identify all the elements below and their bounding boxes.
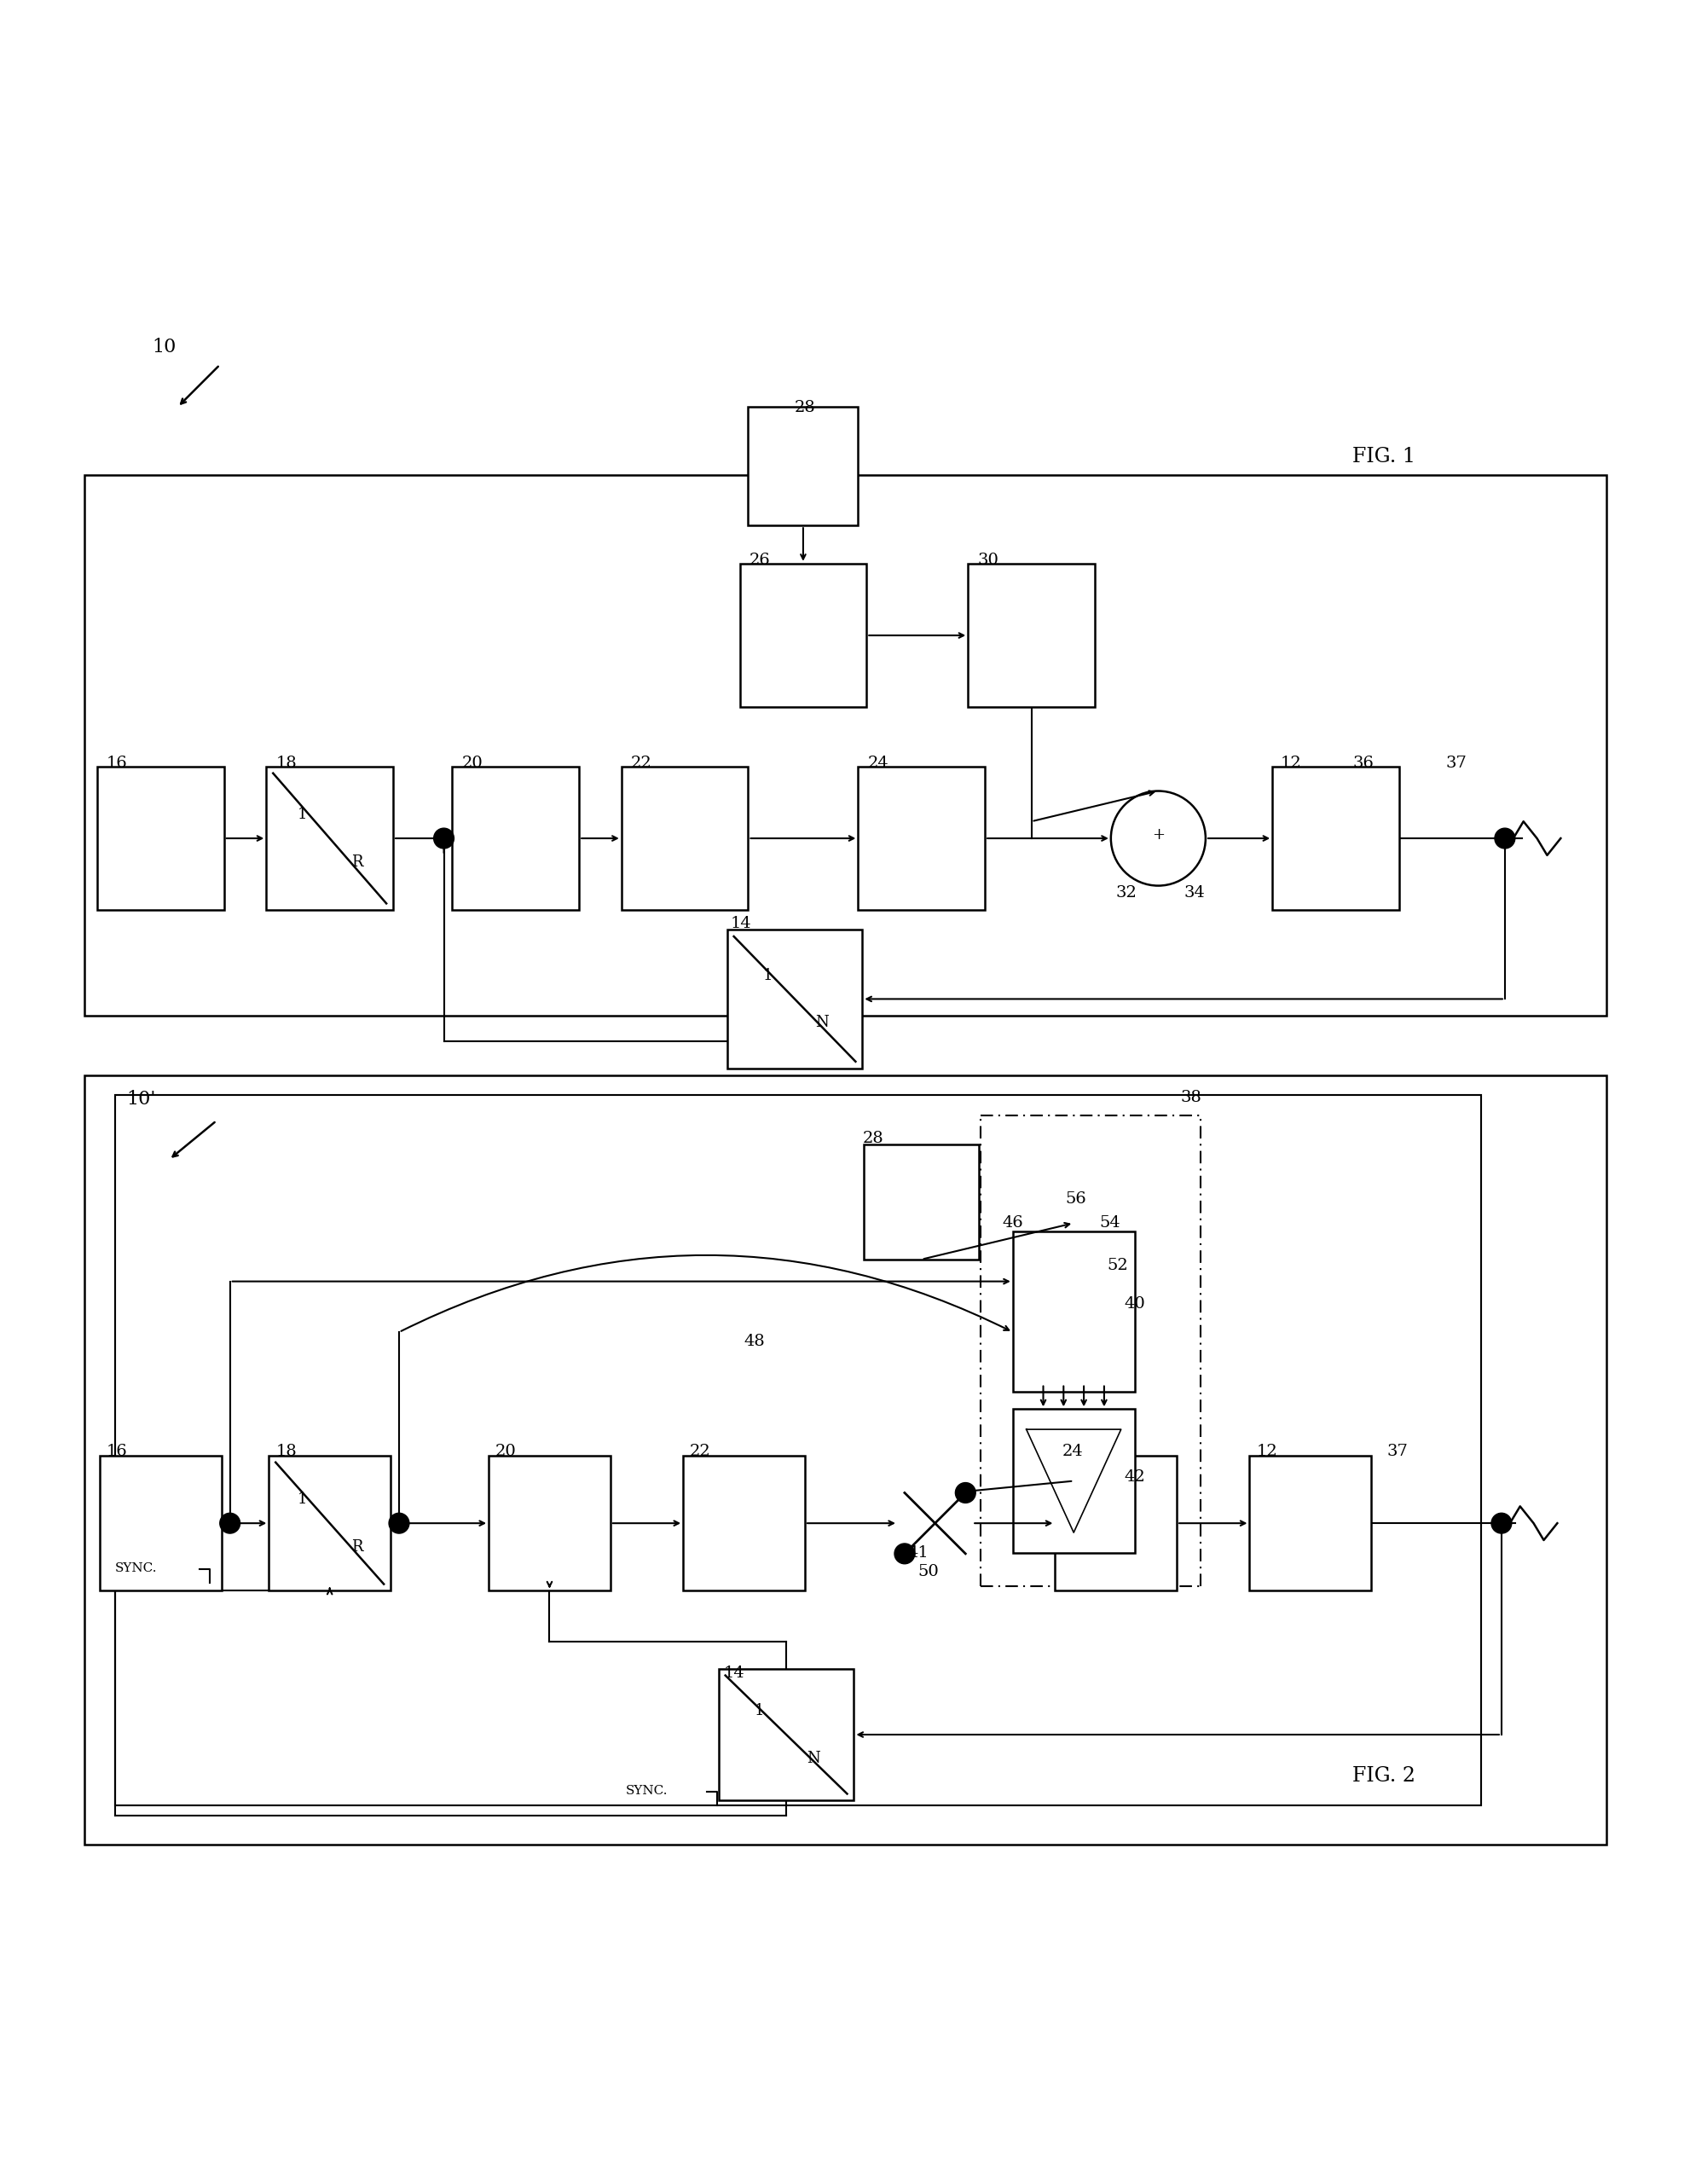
Text: 42: 42 [1124, 1470, 1144, 1485]
Text: 12: 12 [1279, 756, 1300, 771]
Text: 24: 24 [1061, 1444, 1082, 1459]
Bar [683, 1455, 804, 1590]
Text: 52: 52 [1107, 1258, 1127, 1273]
Text: 14: 14 [723, 1664, 744, 1679]
Bar [267, 767, 392, 911]
Bar [98, 767, 223, 911]
Text: N: N [806, 1752, 820, 1767]
Text: 16: 16 [106, 756, 127, 771]
Bar [1249, 1455, 1371, 1590]
Text: 40: 40 [1124, 1297, 1144, 1313]
Text: 1: 1 [754, 1704, 764, 1719]
Bar [488, 1455, 610, 1590]
Text: 41: 41 [908, 1544, 928, 1559]
Text: 36: 36 [1352, 756, 1374, 771]
Text: 56: 56 [1065, 1192, 1085, 1208]
Text: 34: 34 [1183, 885, 1205, 902]
Text: 54: 54 [1098, 1214, 1119, 1230]
Text: 16: 16 [106, 1444, 127, 1459]
Text: 46: 46 [1002, 1214, 1022, 1230]
Text: FIG. 1: FIG. 1 [1352, 448, 1415, 467]
Text: 1: 1 [297, 1492, 308, 1507]
Circle shape [955, 1483, 975, 1503]
Circle shape [220, 1514, 240, 1533]
Text: 32: 32 [1115, 885, 1137, 902]
Text: 37: 37 [1445, 756, 1467, 771]
Text: 14: 14 [730, 915, 750, 930]
Text: 1: 1 [762, 968, 772, 983]
Bar [740, 563, 865, 708]
Text: SYNC.: SYNC. [625, 1784, 668, 1797]
Text: FIG. 2: FIG. 2 [1352, 1765, 1415, 1784]
Bar [864, 1144, 979, 1260]
Text: SYNC.: SYNC. [115, 1562, 157, 1575]
Bar [453, 767, 578, 911]
Text: 10': 10' [127, 1090, 155, 1109]
Text: 50: 50 [918, 1564, 938, 1579]
Text: 22: 22 [630, 756, 651, 771]
Text: R: R [352, 1540, 362, 1555]
Bar [747, 406, 859, 526]
Text: 20: 20 [495, 1444, 515, 1459]
Text: R: R [352, 854, 362, 869]
Bar [1273, 767, 1399, 911]
Text: 12: 12 [1256, 1444, 1276, 1459]
Text: 24: 24 [867, 756, 887, 771]
Circle shape [1110, 791, 1205, 887]
Bar [859, 767, 984, 911]
Bar [100, 1455, 221, 1590]
Bar [1055, 1455, 1176, 1590]
Text: 26: 26 [749, 553, 769, 568]
Circle shape [1494, 828, 1514, 847]
Text: 20: 20 [461, 756, 482, 771]
Text: N: N [815, 1016, 828, 1031]
Text: 48: 48 [744, 1334, 764, 1350]
Circle shape [894, 1544, 914, 1564]
Text: 37: 37 [1386, 1444, 1408, 1459]
Text: 28: 28 [794, 400, 815, 415]
Text: 30: 30 [977, 553, 999, 568]
Bar [1012, 1409, 1134, 1553]
Text: 18: 18 [275, 1444, 296, 1459]
Text: +: + [1151, 828, 1164, 843]
Bar [85, 1075, 1605, 1845]
Circle shape [389, 1514, 409, 1533]
Text: 18: 18 [275, 756, 296, 771]
Bar [269, 1455, 390, 1590]
Bar [967, 563, 1095, 708]
Bar [1012, 1232, 1134, 1391]
Circle shape [433, 828, 453, 847]
Text: 10: 10 [152, 339, 176, 356]
Bar [622, 767, 749, 911]
Text: 1: 1 [297, 806, 308, 823]
Circle shape [1491, 1514, 1511, 1533]
Text: 22: 22 [690, 1444, 710, 1459]
Bar [718, 1669, 853, 1800]
Bar [115, 1096, 1480, 1806]
Bar [85, 474, 1605, 1016]
Bar [727, 930, 862, 1068]
Text: 28: 28 [862, 1131, 882, 1147]
Text: 38: 38 [1180, 1090, 1202, 1105]
